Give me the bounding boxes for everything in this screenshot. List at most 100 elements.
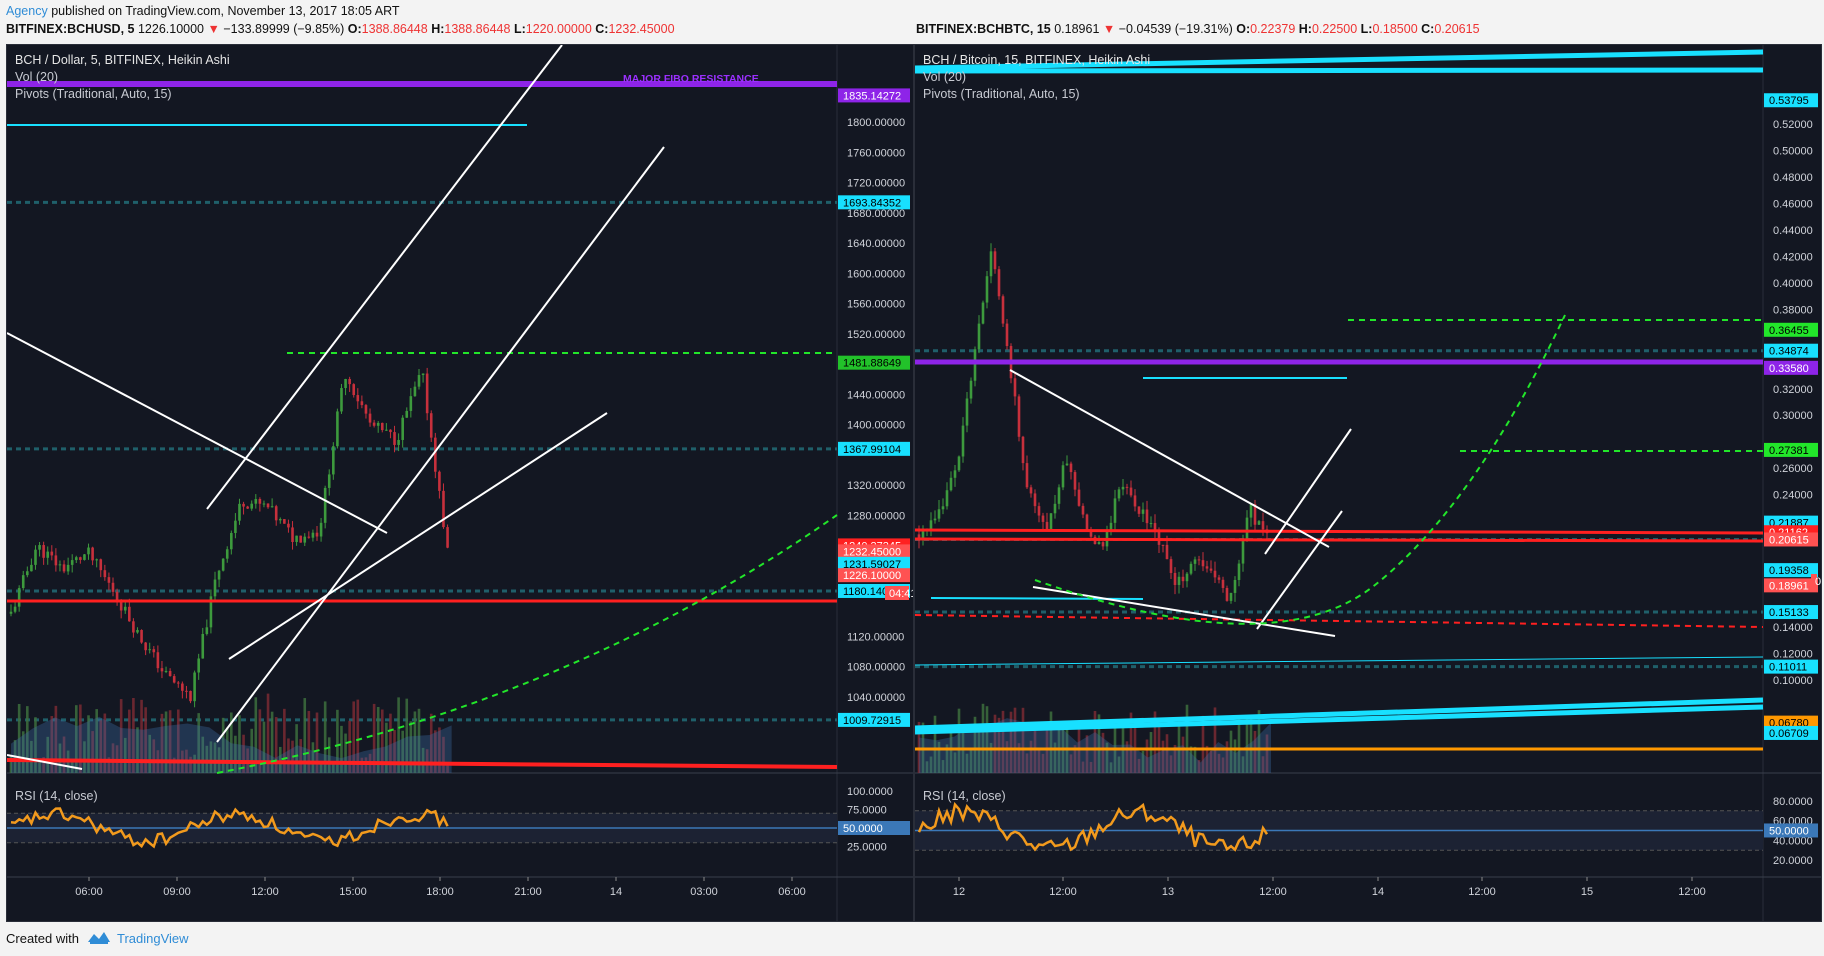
right-chart-canvas[interactable]: 0.52000 0.50000 0.48000 0.46000 0.44000 0.420…: [915, 45, 1821, 921]
volume-bar: [299, 739, 302, 773]
volume-bar: [380, 709, 384, 773]
left-pivots-legend[interactable]: Pivots (Traditional, Auto, 15): [15, 87, 172, 101]
countdown-label: 04:41: [889, 588, 913, 600]
left-rsi-legend[interactable]: RSI (14, close): [15, 789, 98, 803]
candle-body: [205, 627, 209, 634]
tradingview-link[interactable]: TradingView: [117, 931, 189, 946]
publish-text: published on TradingView.com, November 1…: [51, 4, 400, 18]
price-badge: [838, 88, 910, 103]
volume-bar: [1241, 756, 1245, 773]
candle-body: [953, 470, 957, 478]
right-pivots-legend[interactable]: Pivots (Traditional, Auto, 15): [923, 87, 1080, 101]
price-badge: [1764, 343, 1818, 358]
candle-body: [311, 532, 315, 538]
candle-body: [380, 422, 384, 431]
price-badge: [1764, 605, 1818, 620]
price-badge: [1764, 322, 1818, 337]
author-link[interactable]: Agency: [6, 4, 48, 18]
tradingview-logo-icon[interactable]: [86, 928, 112, 949]
volume-bar: [1005, 741, 1009, 773]
volume-bar: [160, 713, 164, 773]
right-symbol: BITFINEX:BCHBTC, 15: [916, 22, 1051, 36]
volume-bar: [123, 737, 127, 773]
right-vol-legend[interactable]: Vol (20): [923, 70, 967, 84]
candle-body: [401, 417, 404, 440]
volume-bar: [985, 706, 989, 773]
price-badge-label: 1481.88649: [843, 358, 901, 370]
candle-body: [1257, 521, 1261, 525]
chart-header: Agency published on TradingView.com, Nov…: [0, 0, 1824, 42]
candle-body: [364, 405, 368, 414]
price-tick-label: 1400.00000: [847, 420, 905, 432]
candle-body: [1037, 506, 1041, 516]
projection-curve: [1034, 314, 1566, 625]
time-tick-label: 12:00: [1259, 886, 1287, 898]
candle-body: [981, 302, 985, 324]
time-tick-label: 13: [1162, 886, 1174, 898]
candle-body: [189, 690, 192, 702]
price-tick-label: 1800.00000: [847, 117, 905, 129]
right-chart-panel[interactable]: 0.52000 0.50000 0.48000 0.46000 0.44000 0.420…: [914, 44, 1822, 922]
volume-bar: [1161, 740, 1165, 773]
candle-body: [115, 591, 119, 600]
candle-body: [1097, 542, 1101, 545]
left-chart-panel[interactable]: 1800.00000 1760.00000 1720.00000 1680.00000…: [6, 44, 914, 922]
left-vol-legend[interactable]: Vol (20): [15, 70, 59, 84]
volume-bar: [961, 729, 965, 773]
candle-body: [140, 630, 143, 643]
volume-bar: [989, 742, 993, 773]
volume-bar: [1117, 756, 1121, 773]
price-badge: [838, 712, 910, 727]
volume-bar: [405, 698, 409, 773]
trend-line: [228, 412, 608, 660]
volume-ma-area: [11, 716, 452, 773]
down-arrow-icon: ▼: [1102, 22, 1116, 36]
support-line: [915, 528, 1764, 535]
volume-bar: [332, 762, 335, 773]
candle-body: [95, 559, 98, 561]
price-tick-label: 1720.00000: [847, 178, 905, 190]
left-chart-canvas[interactable]: 1800.00000 1760.00000 1720.00000 1680.00000…: [7, 45, 913, 921]
right-change: −0.04539 (−19.31%): [1118, 22, 1233, 36]
volume-bar: [348, 720, 351, 773]
candle-body: [303, 536, 307, 543]
candle-body: [1221, 579, 1225, 588]
candle-body: [262, 503, 266, 505]
time-tick-label: 12:00: [251, 886, 279, 898]
price-tick-label: 0.48000: [1773, 172, 1813, 184]
candle-body: [148, 649, 152, 651]
candle-body: [234, 520, 237, 534]
volume-bar: [1237, 717, 1241, 773]
volume-bar: [307, 710, 311, 773]
price-tick-label: 0.32000: [1773, 384, 1813, 396]
candle-body: [434, 437, 437, 472]
volume-bar: [1169, 755, 1173, 773]
candle-body: [83, 554, 86, 560]
left-symbol: BITFINEX:BCHUSD, 5: [6, 22, 135, 36]
volume-bar: [973, 716, 977, 773]
candle-body: [1165, 544, 1169, 560]
candle-body: [1253, 504, 1257, 525]
candle-body: [1033, 493, 1037, 507]
candle-body: [168, 670, 172, 677]
candle-body: [1169, 559, 1173, 573]
candle-body: [442, 490, 445, 528]
volume-bar: [1225, 741, 1229, 773]
candle-body: [66, 564, 70, 572]
volume-bar: [221, 717, 225, 773]
candle-body: [319, 522, 323, 537]
candle-body: [38, 545, 41, 550]
volume-bar: [323, 701, 327, 773]
volume-bar: [1125, 741, 1129, 773]
volume-bar: [389, 713, 392, 773]
price-axis: [837, 45, 913, 921]
candle-body: [1113, 498, 1117, 523]
price-badge-label: 0.19358: [1769, 565, 1809, 577]
created-with-text: Created with: [6, 931, 79, 946]
right-rsi-legend[interactable]: RSI (14, close): [923, 789, 1006, 803]
right-close: 0.20615: [1434, 22, 1480, 36]
volume-bar: [1073, 745, 1077, 773]
candle-body: [201, 633, 205, 659]
price-tick-label: 0.44000: [1773, 225, 1813, 237]
volume-bar: [1209, 750, 1213, 773]
